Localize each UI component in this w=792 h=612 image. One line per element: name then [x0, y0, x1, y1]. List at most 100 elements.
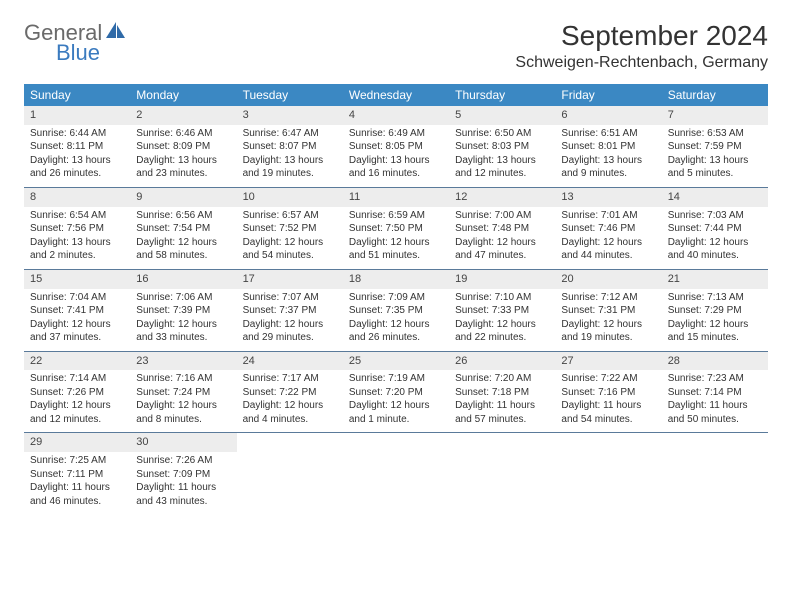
day-number: 30 — [130, 433, 236, 452]
detail-line: Sunrise: 7:06 AM — [136, 291, 230, 305]
detail-line: and 4 minutes. — [243, 413, 337, 427]
day-cell — [237, 433, 343, 514]
detail-line: Sunrise: 7:03 AM — [668, 209, 762, 223]
detail-line: Sunset: 7:29 PM — [668, 304, 762, 318]
day-details: Sunrise: 6:53 AMSunset: 7:59 PMDaylight:… — [662, 125, 768, 187]
header: General Blue September 2024 Schweigen-Re… — [24, 20, 768, 72]
day-cell: 29Sunrise: 7:25 AMSunset: 7:11 PMDayligh… — [24, 433, 130, 514]
detail-line: Daylight: 12 hours — [455, 236, 549, 250]
day-details: Sunrise: 7:13 AMSunset: 7:29 PMDaylight:… — [662, 289, 768, 351]
detail-line: Sunrise: 7:07 AM — [243, 291, 337, 305]
day-details: Sunrise: 6:59 AMSunset: 7:50 PMDaylight:… — [343, 207, 449, 269]
day-cell: 4Sunrise: 6:49 AMSunset: 8:05 PMDaylight… — [343, 106, 449, 187]
day-number: 2 — [130, 106, 236, 125]
detail-line: Sunset: 8:09 PM — [136, 140, 230, 154]
calendar: Sunday Monday Tuesday Wednesday Thursday… — [24, 84, 768, 514]
day-cell: 16Sunrise: 7:06 AMSunset: 7:39 PMDayligh… — [130, 270, 236, 351]
detail-line: Sunrise: 7:01 AM — [561, 209, 655, 223]
detail-line: Sunrise: 6:50 AM — [455, 127, 549, 141]
detail-line: Daylight: 12 hours — [243, 318, 337, 332]
day-number: 3 — [237, 106, 343, 125]
day-cell: 18Sunrise: 7:09 AMSunset: 7:35 PMDayligh… — [343, 270, 449, 351]
day-cell — [662, 433, 768, 514]
day-details: Sunrise: 7:03 AMSunset: 7:44 PMDaylight:… — [662, 207, 768, 269]
day-cell: 6Sunrise: 6:51 AMSunset: 8:01 PMDaylight… — [555, 106, 661, 187]
detail-line: and 1 minute. — [349, 413, 443, 427]
day-header: Friday — [555, 84, 661, 106]
week-row: 22Sunrise: 7:14 AMSunset: 7:26 PMDayligh… — [24, 352, 768, 434]
detail-line: and 44 minutes. — [561, 249, 655, 263]
detail-line: Sunset: 7:35 PM — [349, 304, 443, 318]
detail-line: Sunrise: 7:23 AM — [668, 372, 762, 386]
day-cell: 19Sunrise: 7:10 AMSunset: 7:33 PMDayligh… — [449, 270, 555, 351]
detail-line: Daylight: 11 hours — [30, 481, 124, 495]
detail-line: and 12 minutes. — [455, 167, 549, 181]
detail-line: Sunrise: 7:26 AM — [136, 454, 230, 468]
detail-line: Sunrise: 7:13 AM — [668, 291, 762, 305]
detail-line: Sunrise: 6:54 AM — [30, 209, 124, 223]
day-cell: 10Sunrise: 6:57 AMSunset: 7:52 PMDayligh… — [237, 188, 343, 269]
detail-line: Daylight: 12 hours — [30, 399, 124, 413]
day-cell: 1Sunrise: 6:44 AMSunset: 8:11 PMDaylight… — [24, 106, 130, 187]
day-cell: 8Sunrise: 6:54 AMSunset: 7:56 PMDaylight… — [24, 188, 130, 269]
detail-line: Sunrise: 7:10 AM — [455, 291, 549, 305]
detail-line: Sunrise: 6:46 AM — [136, 127, 230, 141]
day-number: 27 — [555, 352, 661, 371]
detail-line: Sunset: 7:26 PM — [30, 386, 124, 400]
location: Schweigen-Rechtenbach, Germany — [515, 54, 768, 72]
detail-line: Sunrise: 6:53 AM — [668, 127, 762, 141]
detail-line: Daylight: 12 hours — [136, 236, 230, 250]
detail-line: Sunrise: 6:49 AM — [349, 127, 443, 141]
day-cell: 5Sunrise: 6:50 AMSunset: 8:03 PMDaylight… — [449, 106, 555, 187]
detail-line: and 19 minutes. — [561, 331, 655, 345]
detail-line: Sunset: 7:54 PM — [136, 222, 230, 236]
day-details: Sunrise: 7:26 AMSunset: 7:09 PMDaylight:… — [130, 452, 236, 514]
day-cell: 2Sunrise: 6:46 AMSunset: 8:09 PMDaylight… — [130, 106, 236, 187]
detail-line: Sunrise: 6:56 AM — [136, 209, 230, 223]
day-cell: 13Sunrise: 7:01 AMSunset: 7:46 PMDayligh… — [555, 188, 661, 269]
day-details: Sunrise: 6:46 AMSunset: 8:09 PMDaylight:… — [130, 125, 236, 187]
day-number: 21 — [662, 270, 768, 289]
day-details: Sunrise: 6:51 AMSunset: 8:01 PMDaylight:… — [555, 125, 661, 187]
day-header-row: Sunday Monday Tuesday Wednesday Thursday… — [24, 84, 768, 106]
detail-line: Daylight: 12 hours — [561, 318, 655, 332]
detail-line: Daylight: 12 hours — [668, 236, 762, 250]
day-number: 8 — [24, 188, 130, 207]
detail-line: Sunrise: 6:44 AM — [30, 127, 124, 141]
detail-line: Sunrise: 7:12 AM — [561, 291, 655, 305]
day-number: 11 — [343, 188, 449, 207]
detail-line: Daylight: 13 hours — [30, 154, 124, 168]
day-cell: 21Sunrise: 7:13 AMSunset: 7:29 PMDayligh… — [662, 270, 768, 351]
detail-line: and 58 minutes. — [136, 249, 230, 263]
detail-line: and 8 minutes. — [136, 413, 230, 427]
detail-line: Sunrise: 6:59 AM — [349, 209, 443, 223]
day-details: Sunrise: 7:00 AMSunset: 7:48 PMDaylight:… — [449, 207, 555, 269]
day-number: 15 — [24, 270, 130, 289]
day-number: 14 — [662, 188, 768, 207]
detail-line: Sunrise: 6:57 AM — [243, 209, 337, 223]
detail-line: Sunset: 8:07 PM — [243, 140, 337, 154]
day-details: Sunrise: 7:12 AMSunset: 7:31 PMDaylight:… — [555, 289, 661, 351]
day-details: Sunrise: 7:06 AMSunset: 7:39 PMDaylight:… — [130, 289, 236, 351]
day-cell: 24Sunrise: 7:17 AMSunset: 7:22 PMDayligh… — [237, 352, 343, 433]
day-number: 29 — [24, 433, 130, 452]
detail-line: Sunrise: 7:04 AM — [30, 291, 124, 305]
detail-line: Sunset: 7:46 PM — [561, 222, 655, 236]
day-cell — [449, 433, 555, 514]
day-details: Sunrise: 7:09 AMSunset: 7:35 PMDaylight:… — [343, 289, 449, 351]
day-details: Sunrise: 6:54 AMSunset: 7:56 PMDaylight:… — [24, 207, 130, 269]
day-details: Sunrise: 6:57 AMSunset: 7:52 PMDaylight:… — [237, 207, 343, 269]
day-details: Sunrise: 7:25 AMSunset: 7:11 PMDaylight:… — [24, 452, 130, 514]
day-number: 22 — [24, 352, 130, 371]
day-cell: 9Sunrise: 6:56 AMSunset: 7:54 PMDaylight… — [130, 188, 236, 269]
day-number: 6 — [555, 106, 661, 125]
day-header: Monday — [130, 84, 236, 106]
detail-line: Sunset: 7:56 PM — [30, 222, 124, 236]
detail-line: Daylight: 13 hours — [136, 154, 230, 168]
detail-line: Sunset: 8:03 PM — [455, 140, 549, 154]
day-details: Sunrise: 6:50 AMSunset: 8:03 PMDaylight:… — [449, 125, 555, 187]
detail-line: Sunset: 7:41 PM — [30, 304, 124, 318]
detail-line: Daylight: 11 hours — [455, 399, 549, 413]
day-cell: 25Sunrise: 7:19 AMSunset: 7:20 PMDayligh… — [343, 352, 449, 433]
day-details: Sunrise: 7:01 AMSunset: 7:46 PMDaylight:… — [555, 207, 661, 269]
